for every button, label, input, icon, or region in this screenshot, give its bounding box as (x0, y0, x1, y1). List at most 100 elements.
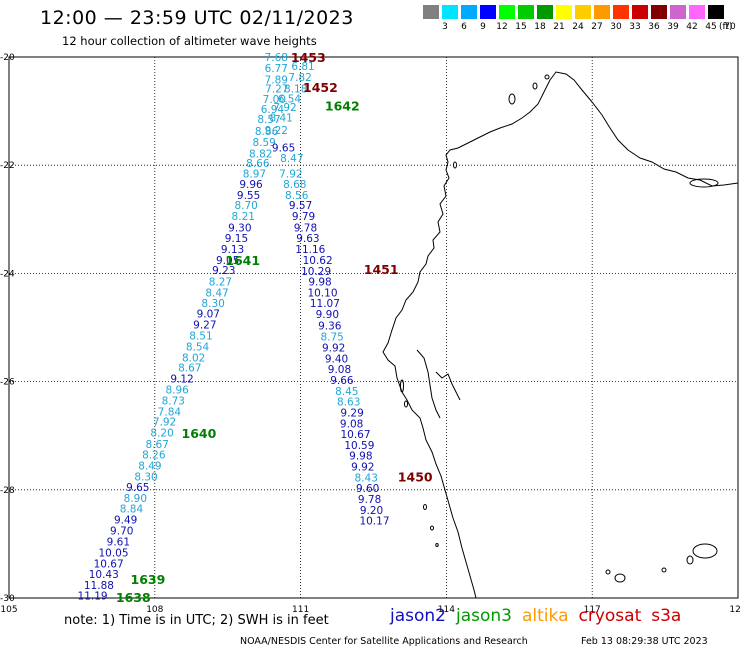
swh-value-label: 9.27 (193, 319, 216, 331)
lat-tick-label: -30 (0, 594, 15, 604)
lon-tick-label: 105 (0, 605, 17, 615)
island-outline (605, 569, 611, 575)
island-outline (400, 379, 404, 393)
swh-value-label: 9.40 (325, 353, 348, 365)
swh-value-label: 10.43 (89, 569, 119, 581)
island-outline (692, 543, 718, 559)
swh-value-label: 11.19 (78, 590, 108, 602)
swh-value-label: 9.12 (170, 373, 193, 385)
swh-value-label: 9.13 (221, 244, 244, 256)
pass-time-label: 1451 (364, 262, 399, 277)
swh-value-label: 8.49 (138, 460, 161, 472)
footnote: note: 1) Time is in UTC; 2) SWH is in fe… (64, 613, 329, 628)
pass-time-label: 1453 (291, 50, 326, 65)
swh-value-label: 8.70 (234, 200, 257, 212)
swh-value-label: 6.54 (278, 94, 302, 106)
swh-value-label: 7.82 (288, 72, 311, 84)
swh-value-label: 10.10 (307, 287, 337, 299)
island-outline (430, 525, 434, 531)
island-outline (661, 567, 667, 573)
pass-time-label: 1452 (303, 80, 338, 95)
swh-value-label: 9.90 (316, 309, 339, 321)
swh-value-label: 9.61 (107, 537, 130, 549)
lat-tick-label: -20 (0, 53, 15, 63)
swh-value-label: 8.41 (269, 113, 292, 125)
swh-value-label: 8.18 (284, 83, 307, 95)
swh-value-label: 8.51 (189, 331, 212, 343)
shark-bay-inner-coast (416, 349, 441, 419)
swh-value-label: 8.27 (209, 277, 232, 289)
coastline (382, 71, 739, 599)
lon-tick-label: 120 (729, 605, 740, 615)
shark-bay-peninsula (435, 371, 461, 401)
lat-tick-label: -22 (0, 161, 15, 171)
swh-value-label: 9.92 (322, 343, 345, 355)
swh-value-label: 9.15 (225, 233, 248, 245)
swh-value-label: 9.08 (328, 364, 351, 376)
island-outline (423, 504, 427, 510)
swh-value-label: 9.78 (294, 222, 317, 234)
pass-time-label: 1641 (225, 253, 260, 268)
pass-time-label: 1638 (116, 590, 151, 605)
page-title: 12:00 — 23:59 UTC 02/11/2023 (40, 7, 354, 29)
legend-swatch (651, 5, 668, 19)
swh-value-label: 9.65 (272, 142, 295, 154)
swh-value-label: 8.68 (283, 179, 306, 191)
satellite-legend: jason2 jason3 altika cryosat s3a (390, 606, 691, 626)
swh-value-label: 7.92 (273, 102, 296, 114)
credit-text: NOAA/NESDIS Center for Satellite Applica… (240, 636, 528, 647)
swh-value-label: 8.59 (252, 137, 275, 149)
island-outline (532, 82, 538, 90)
legend-swatch (537, 5, 554, 19)
swh-value-label: 8.67 (146, 439, 169, 451)
swh-value-label: 11.88 (84, 580, 114, 592)
swh-value-label: 7.84 (158, 406, 182, 418)
swh-value-label: 8.96 (165, 385, 189, 397)
map-frame (8, 56, 739, 599)
legend-swatch (518, 5, 535, 19)
satellite-jason2: jason2 (390, 606, 446, 626)
island-outline (453, 161, 457, 169)
island-outline (686, 555, 694, 565)
swh-value-label: 9.57 (289, 200, 312, 212)
swh-value-label: 9.78 (358, 494, 381, 506)
swh-value-label: 9.22 (265, 125, 288, 137)
island-outline (404, 400, 408, 408)
swh-value-label: 9.70 (110, 525, 133, 537)
swh-value-label: 10.62 (303, 255, 333, 267)
swh-value-label: 8.47 (280, 153, 303, 165)
swh-value-label: 7.89 (265, 75, 288, 87)
legend-label: 30 (610, 22, 622, 32)
swh-value-label: 8.20 (150, 427, 173, 439)
color-legend: 3 6 9 12 15 18 21 24 27 30 33 36 39 42 45 70 (ft) (423, 5, 736, 35)
swh-value-label: 11.16 (295, 244, 325, 256)
legend-label: 33 (629, 22, 641, 32)
legend-swatch (480, 5, 497, 19)
island-outline (614, 573, 626, 583)
swh-value-label: 8.21 (232, 211, 255, 223)
swh-value-label: 8.02 (182, 352, 205, 364)
swh-value-label: 9.65 (126, 482, 149, 494)
swh-value-label: 9.60 (356, 483, 379, 495)
legend-swatch (575, 5, 592, 19)
satellite-cryosat: cryosat (578, 606, 642, 626)
swh-value-label: 9.66 (330, 375, 354, 387)
page-subtitle: 12 hour collection of altimeter wave hei… (62, 34, 317, 48)
swh-value-label: 6.77 (265, 63, 288, 75)
pass-time-label: 1450 (398, 469, 433, 484)
swh-value-label: 8.63 (337, 397, 360, 409)
island-outline (544, 74, 550, 80)
swh-value-label: 8.67 (178, 363, 201, 375)
lat-tick-label: -28 (0, 486, 15, 496)
swh-value-label: 8.26 (142, 450, 166, 462)
swh-value-label: 9.96 (239, 179, 263, 191)
swh-value-label: 8.30 (134, 471, 157, 483)
swh-value-label: 8.86 (255, 126, 279, 138)
pass-time-label: 1640 (182, 426, 217, 441)
swh-value-label: 8.30 (201, 298, 224, 310)
swh-value-label: 8.47 (205, 287, 228, 299)
generation-timestamp: Feb 13 08:29:38 UTC 2023 (581, 636, 708, 647)
swh-value-label: 8.66 (246, 158, 270, 170)
lon-tick-label: 114 (438, 605, 455, 615)
legend-unit: (ft) (719, 22, 733, 32)
